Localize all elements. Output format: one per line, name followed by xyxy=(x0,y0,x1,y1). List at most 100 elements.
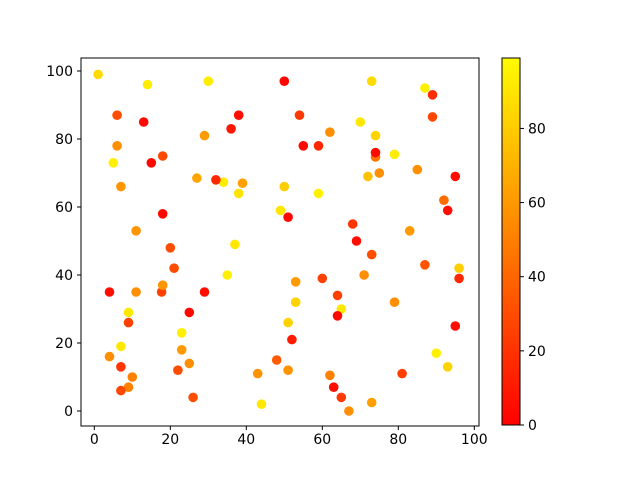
colorbar: 0 20 40 60 80 xyxy=(501,57,546,434)
y-tick-label: 60 xyxy=(55,200,73,216)
scatter-point xyxy=(230,239,240,250)
scatter-point xyxy=(420,260,430,270)
scatter-point xyxy=(279,181,290,192)
scatter-point xyxy=(344,406,354,416)
scatter-point xyxy=(104,287,115,297)
scatter-point xyxy=(275,205,286,216)
scatter-point xyxy=(142,79,153,90)
scatter-point xyxy=(389,297,400,308)
scatter-point xyxy=(355,117,366,127)
scatter-point xyxy=(325,127,335,137)
scatter-point xyxy=(370,130,381,141)
y-axis: 0 20 40 60 80 100 xyxy=(46,64,81,420)
scatter-point xyxy=(116,362,126,372)
x-axis: 0 20 40 60 80 100 xyxy=(90,426,488,448)
x-tick-label: 0 xyxy=(90,432,99,448)
scatter-points xyxy=(93,69,464,416)
scatter-point xyxy=(347,219,358,229)
scatter-point xyxy=(427,112,438,122)
scatter-point xyxy=(108,158,119,168)
scatter-point xyxy=(313,188,324,199)
scatter-point xyxy=(233,110,244,120)
x-tick-label: 40 xyxy=(237,432,255,448)
scatter-point xyxy=(203,76,214,86)
scatter-point xyxy=(127,372,138,382)
scatter-point xyxy=(165,243,176,253)
scatter-point xyxy=(93,69,103,80)
scatter-point xyxy=(450,321,461,331)
y-tick-label: 20 xyxy=(55,336,73,352)
scatter-point xyxy=(442,205,453,216)
scatter-point xyxy=(317,273,328,284)
scatter-point xyxy=(389,149,400,160)
scatter-point xyxy=(131,287,141,297)
scatter-point xyxy=(252,368,263,379)
scatter-point xyxy=(328,382,339,393)
scatter-point xyxy=(233,188,244,199)
scatter-point xyxy=(332,290,343,301)
scatter-point xyxy=(237,178,248,188)
scatter-point xyxy=(290,277,301,287)
scatter-point xyxy=(313,141,324,151)
scatter-point xyxy=(112,110,122,120)
y-tick-label: 0 xyxy=(64,404,73,420)
scatter-point xyxy=(176,345,187,355)
scatter-point xyxy=(211,175,221,185)
scatter-point xyxy=(404,226,415,236)
scatter-point xyxy=(116,385,126,396)
scatter-point xyxy=(112,141,122,151)
scatter-point xyxy=(351,236,362,246)
scatter-point xyxy=(366,249,377,260)
scatter-point xyxy=(226,124,236,134)
scatter-point xyxy=(370,147,381,158)
colorbar-tick-label: 0 xyxy=(528,418,537,434)
scatter-point xyxy=(116,181,126,192)
scatter-point xyxy=(123,307,134,318)
scatter-point xyxy=(359,270,369,280)
scatter-point xyxy=(374,168,385,178)
scatter-point xyxy=(184,307,195,318)
scatter-point xyxy=(454,263,464,274)
scatter-point xyxy=(427,90,438,100)
scatter-point xyxy=(325,370,335,381)
scatter-point xyxy=(123,382,134,393)
scatter-point xyxy=(298,141,309,151)
scatter-point xyxy=(123,317,134,328)
x-tick-label: 100 xyxy=(461,432,488,448)
scatter-point xyxy=(283,212,293,222)
scatter-point xyxy=(366,76,377,86)
scatter-point xyxy=(363,171,373,182)
scatter-point xyxy=(104,351,115,362)
scatter-point xyxy=(169,263,179,274)
x-tick-label: 80 xyxy=(389,432,407,448)
scatter-point xyxy=(157,209,168,219)
colorbar-gradient xyxy=(501,57,521,426)
scatter-point xyxy=(138,117,149,127)
x-tick-label: 20 xyxy=(161,432,179,448)
colorbar-tick-label: 40 xyxy=(528,270,546,286)
colorbar-tick-label: 80 xyxy=(528,121,546,137)
scatter-point xyxy=(439,195,449,205)
scatter-point xyxy=(157,280,168,291)
scatter-point xyxy=(420,83,430,93)
scatter-point xyxy=(283,317,293,328)
scatter-point xyxy=(199,287,210,297)
x-tick-label: 60 xyxy=(313,432,331,448)
y-tick-label: 100 xyxy=(46,64,73,80)
scatter-point xyxy=(222,270,233,280)
scatter-point xyxy=(116,341,126,352)
scatter-point xyxy=(450,171,461,182)
scatter-point xyxy=(290,297,301,308)
y-tick-label: 80 xyxy=(55,132,73,148)
scatter-point xyxy=(332,311,343,321)
y-tick-label: 40 xyxy=(55,268,73,284)
scatter-point xyxy=(188,392,198,403)
colorbar-tick-label: 20 xyxy=(528,344,546,360)
scatter-point xyxy=(412,164,423,175)
scatter-point xyxy=(397,368,407,379)
scatter-point xyxy=(271,355,282,365)
scatter-point xyxy=(192,173,202,183)
scatter-point xyxy=(287,334,297,345)
